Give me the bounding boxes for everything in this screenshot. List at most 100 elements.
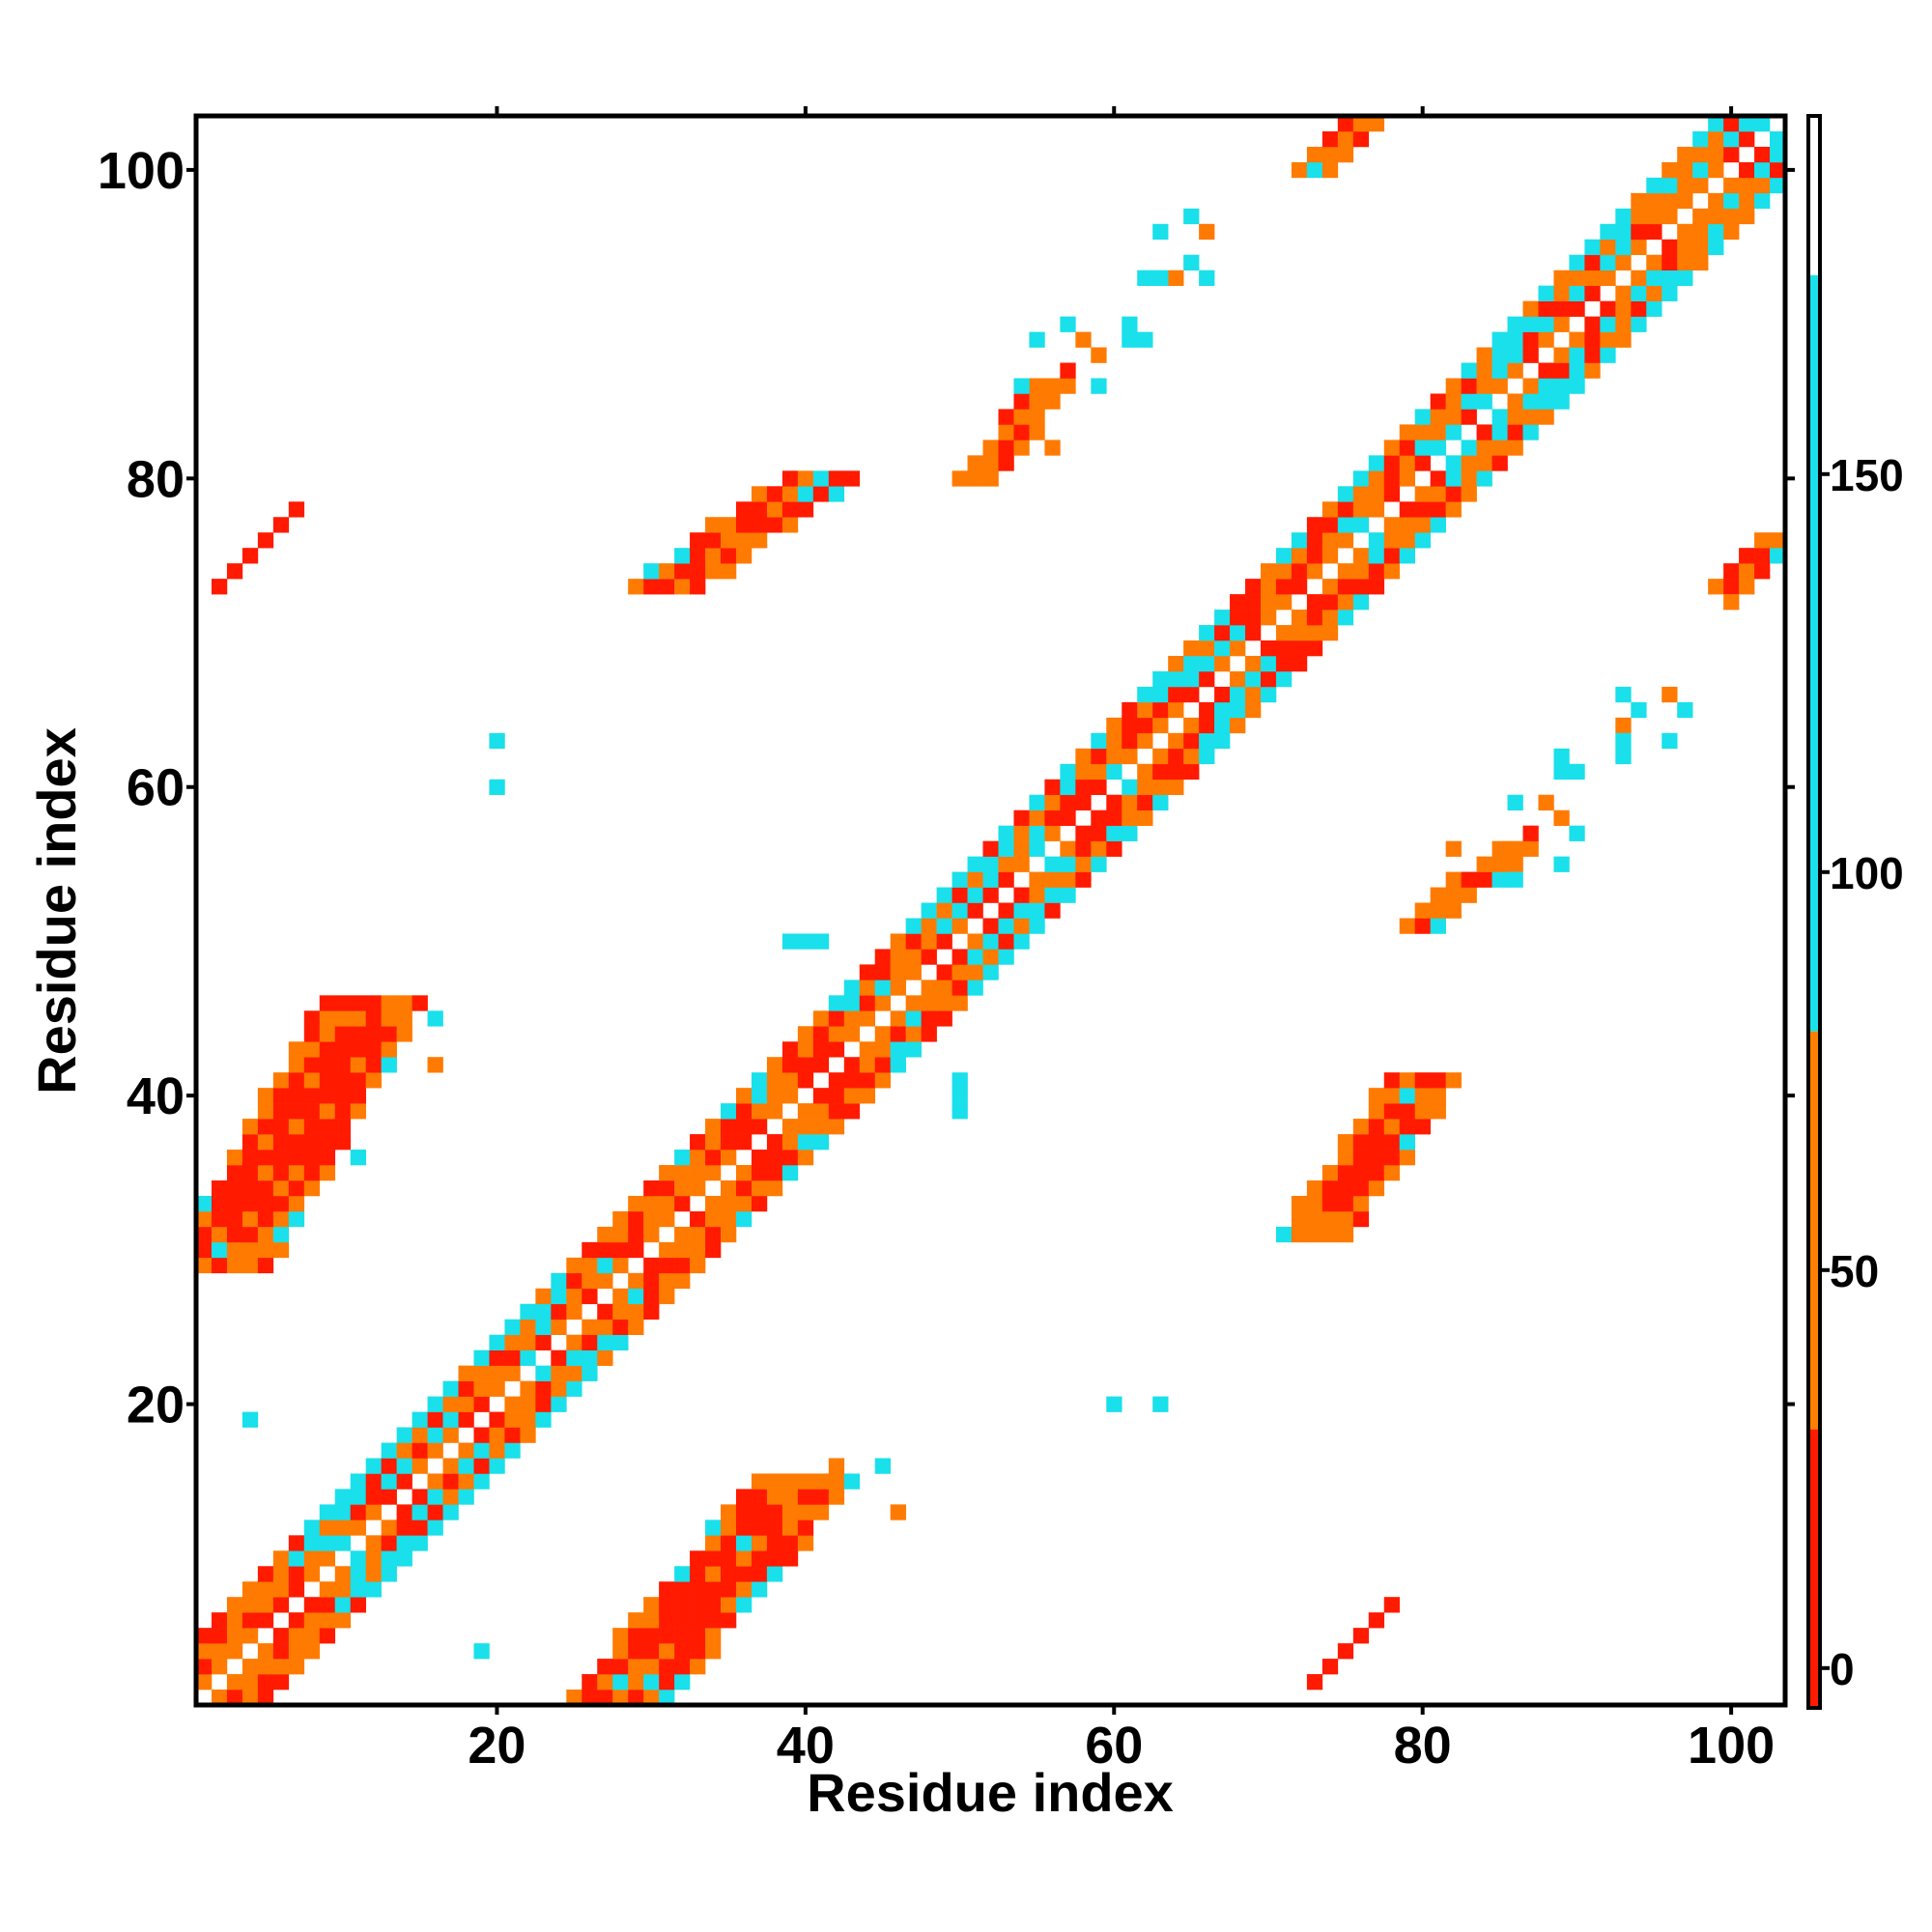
heatmap-cell — [797, 1057, 814, 1073]
heatmap-cell — [442, 1458, 459, 1474]
heatmap-cell — [1368, 579, 1385, 595]
heatmap-cell — [1430, 1088, 1446, 1104]
heatmap-cell — [612, 1303, 629, 1321]
heatmap-cell — [334, 1504, 352, 1520]
heatmap-cell — [890, 1026, 906, 1042]
heatmap-cell — [766, 1504, 783, 1520]
heatmap-cell — [272, 1103, 290, 1120]
heatmap-cell — [1306, 548, 1323, 564]
heatmap-cell — [381, 1010, 397, 1027]
heatmap-cell — [1430, 440, 1446, 456]
heatmap-cell — [1337, 1210, 1354, 1228]
colorbar: 0 50 100 150 — [1806, 114, 1904, 1710]
heatmap-cell — [272, 1088, 290, 1104]
heatmap-cell — [659, 1179, 675, 1197]
heatmap-cell — [1122, 810, 1138, 826]
heatmap-cell — [1321, 610, 1339, 626]
heatmap-cell — [1492, 378, 1508, 394]
heatmap-cell — [952, 1103, 968, 1120]
heatmap-cell — [504, 1411, 521, 1428]
heatmap-cell — [272, 1195, 290, 1212]
heatmap-cell — [1754, 548, 1771, 564]
heatmap-cell — [226, 1257, 243, 1274]
heatmap-cell — [1522, 331, 1539, 348]
heatmap-cell — [396, 995, 412, 1011]
heatmap-cell — [628, 1210, 644, 1228]
heatmap-cell — [272, 1674, 290, 1690]
heatmap-cell — [1692, 130, 1709, 148]
heatmap-cell — [1106, 763, 1122, 781]
heatmap-cell — [288, 1150, 305, 1166]
heatmap-cell — [905, 995, 922, 1011]
heatmap-cell — [1275, 1226, 1293, 1243]
heatmap-cell — [1013, 933, 1030, 950]
heatmap-cell — [843, 1057, 861, 1073]
heatmap-cell — [766, 501, 783, 518]
heatmap-cell — [242, 1150, 259, 1166]
heatmap-cell — [1677, 701, 1693, 719]
heatmap-cell — [1507, 409, 1523, 425]
heatmap-cell — [1368, 1088, 1385, 1104]
heatmap-cell — [1615, 223, 1632, 241]
y-axis-title: Residue index — [26, 727, 87, 1094]
heatmap-cell — [674, 579, 691, 595]
heatmap-cell — [1013, 856, 1030, 872]
heatmap-cell — [1662, 192, 1678, 210]
heatmap-cell — [705, 1581, 722, 1598]
heatmap-cell — [1399, 470, 1415, 487]
heatmap-cell — [1399, 548, 1415, 564]
heatmap-cell — [334, 1581, 352, 1598]
heatmap-cell — [257, 1690, 274, 1706]
heatmap-cell — [350, 1026, 366, 1042]
heatmap-cell — [612, 1690, 629, 1706]
heatmap-cell — [288, 1566, 305, 1582]
heatmap-cell — [936, 902, 952, 919]
x-tick-label: 40 — [777, 1717, 835, 1775]
heatmap-cell — [1368, 563, 1385, 580]
heatmap-cell — [303, 1628, 321, 1644]
heatmap-cell — [643, 1612, 660, 1629]
heatmap-cell — [1321, 146, 1339, 163]
heatmap-cell — [1430, 918, 1446, 934]
heatmap-cell — [1631, 701, 1647, 719]
heatmap-cell — [1383, 440, 1401, 456]
heatmap-cell — [365, 995, 382, 1011]
heatmap-cell — [350, 1041, 366, 1058]
heatmap-cell — [690, 1241, 706, 1259]
heatmap-cell — [196, 1643, 213, 1660]
heatmap-cell — [350, 995, 366, 1011]
heatmap-cell — [674, 1241, 691, 1259]
heatmap-cell — [781, 470, 799, 487]
heatmap-cell — [1137, 763, 1153, 781]
heatmap-cell — [242, 1165, 259, 1181]
heatmap-cell — [1029, 840, 1045, 857]
heatmap-cell — [890, 1504, 906, 1520]
heatmap-cell — [582, 1257, 598, 1274]
heatmap-cell — [489, 1334, 505, 1350]
heatmap-cell — [766, 517, 783, 533]
heatmap-cell — [1430, 887, 1446, 903]
heatmap-cell — [1414, 440, 1431, 456]
heatmap-cell — [257, 1119, 274, 1135]
heatmap-cell — [812, 1026, 830, 1042]
heatmap-cell — [1060, 794, 1076, 810]
heatmap-cell — [334, 1535, 352, 1551]
heatmap-cell — [1214, 732, 1231, 750]
heatmap-cell — [381, 1520, 397, 1536]
heatmap-cell — [797, 1150, 814, 1166]
heatmap-cell — [582, 1350, 598, 1366]
heatmap-cell — [489, 1442, 505, 1459]
heatmap-cell — [690, 1628, 706, 1644]
heatmap-cell — [1445, 393, 1462, 410]
heatmap-cell — [1060, 779, 1076, 796]
heatmap-cell — [1321, 1179, 1339, 1197]
heatmap-cell — [643, 1643, 660, 1660]
heatmap-cell — [1476, 470, 1492, 487]
heatmap-cell — [735, 1088, 753, 1104]
heatmap-cell — [1291, 640, 1308, 657]
heatmap-cell — [612, 1659, 629, 1675]
heatmap-cell — [1677, 177, 1693, 194]
heatmap-cell — [427, 1504, 443, 1520]
heatmap-cell — [1507, 871, 1523, 888]
heatmap-cell — [319, 1520, 336, 1536]
